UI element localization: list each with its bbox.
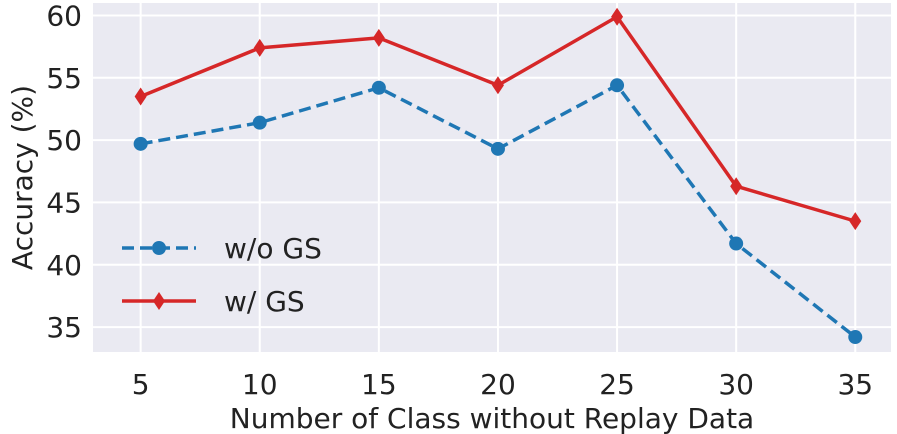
y-tick-label: 35: [46, 311, 82, 344]
x-tick-label: 5: [132, 368, 150, 401]
data-point-w-gs: [372, 28, 385, 47]
x-tick-label: 25: [599, 368, 635, 401]
data-point-w-gs: [134, 87, 147, 106]
legend-item-wo-gs: w/o GS: [122, 232, 322, 265]
series-group: [133, 7, 863, 345]
data-point-w-o-gs: [729, 236, 744, 251]
tick-labels: 5 10 15 20 25 30 35 35 40 45 50 55 60: [46, 0, 873, 401]
data-point-w-gs: [730, 177, 743, 196]
data-point-w-o-gs: [252, 115, 267, 130]
data-point-w-gs: [491, 76, 504, 95]
x-axis-label: Number of Class without Replay Data: [230, 402, 754, 434]
x-tick-label: 30: [718, 368, 754, 401]
plot-background: [93, 3, 891, 352]
y-tick-label: 60: [46, 0, 82, 32]
legend-label-wo-gs: w/o GS: [224, 232, 322, 265]
data-point-w-o-gs: [133, 136, 148, 151]
x-tick-label: 35: [837, 368, 873, 401]
data-point-w-o-gs: [371, 80, 386, 95]
x-tick-label: 20: [480, 368, 516, 401]
y-tick-label: 50: [46, 124, 82, 157]
data-point-w-gs: [849, 212, 862, 231]
series-w-o-gs: [133, 78, 863, 345]
series-w-gs: [134, 7, 862, 231]
y-tick-label: 55: [46, 62, 82, 95]
legend-marker-wo-gs: [152, 241, 166, 255]
legend: w/o GS w/ GS: [122, 232, 322, 318]
data-point-w-o-gs: [490, 141, 505, 156]
data-point-w-o-gs: [848, 330, 863, 345]
x-tick-label: 15: [361, 368, 397, 401]
legend-marker-w-gs: [153, 292, 165, 310]
data-point-w-o-gs: [610, 78, 625, 93]
y-axis-label: Accuracy (%): [6, 85, 39, 270]
x-tick-label: 10: [242, 368, 278, 401]
y-tick-label: 40: [46, 249, 82, 282]
legend-label-w-gs: w/ GS: [224, 285, 305, 318]
data-point-w-gs: [611, 7, 624, 26]
legend-item-w-gs: w/ GS: [122, 285, 305, 318]
data-point-w-gs: [253, 38, 266, 57]
y-tick-label: 45: [46, 186, 82, 219]
